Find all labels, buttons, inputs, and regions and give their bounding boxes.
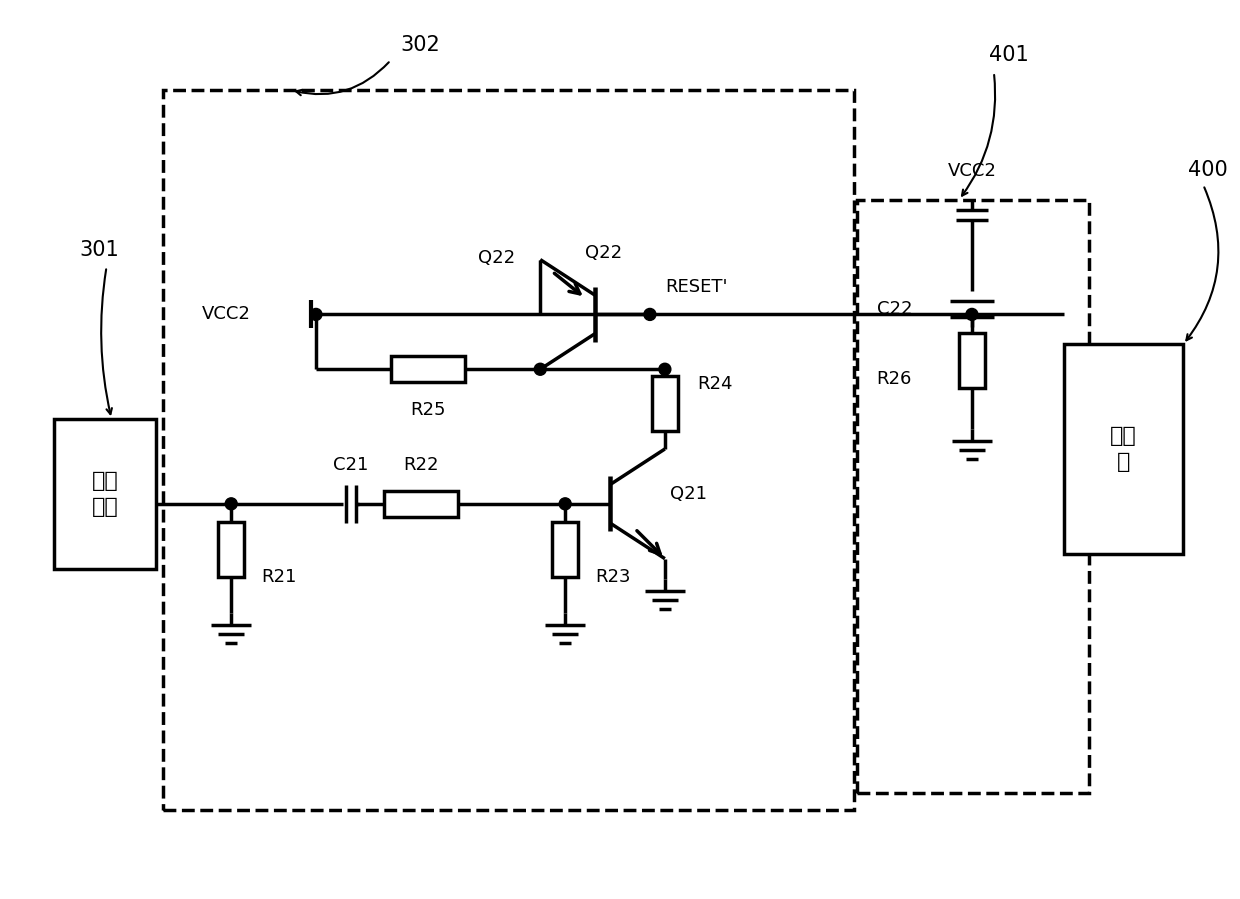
Circle shape bbox=[226, 498, 237, 510]
Bar bbox=[552, 522, 578, 577]
Bar bbox=[164, 90, 854, 810]
Text: R26: R26 bbox=[877, 370, 913, 388]
Bar bbox=[959, 333, 985, 387]
Bar bbox=[218, 522, 244, 577]
Text: C22: C22 bbox=[877, 300, 913, 318]
Circle shape bbox=[534, 363, 547, 375]
Text: 302: 302 bbox=[401, 35, 440, 55]
Bar bbox=[1064, 344, 1183, 554]
Text: VCC2: VCC2 bbox=[947, 162, 997, 180]
Text: R21: R21 bbox=[262, 567, 296, 585]
Text: R23: R23 bbox=[595, 567, 631, 585]
Text: Q21: Q21 bbox=[670, 485, 707, 503]
Text: R22: R22 bbox=[403, 456, 439, 474]
Bar bbox=[391, 356, 465, 382]
Text: Q22: Q22 bbox=[585, 245, 622, 263]
Circle shape bbox=[644, 308, 656, 320]
Text: 401: 401 bbox=[990, 45, 1029, 66]
Circle shape bbox=[966, 308, 978, 320]
Bar bbox=[53, 419, 156, 569]
Text: 400: 400 bbox=[1188, 160, 1228, 180]
Text: R24: R24 bbox=[697, 375, 733, 393]
Text: RESET': RESET' bbox=[665, 279, 728, 297]
Bar bbox=[652, 376, 678, 431]
Circle shape bbox=[559, 498, 572, 510]
Bar bbox=[857, 200, 1089, 793]
Text: 单片
机: 单片 机 bbox=[1110, 426, 1137, 472]
Circle shape bbox=[658, 363, 671, 375]
Bar bbox=[383, 491, 458, 517]
Text: R25: R25 bbox=[410, 401, 446, 419]
Text: 301: 301 bbox=[79, 240, 119, 260]
Text: Q22: Q22 bbox=[479, 249, 516, 267]
Text: VCC2: VCC2 bbox=[202, 306, 252, 324]
Text: 电源
接口: 电源 接口 bbox=[92, 471, 119, 517]
Text: C21: C21 bbox=[334, 456, 368, 474]
Circle shape bbox=[310, 308, 322, 320]
